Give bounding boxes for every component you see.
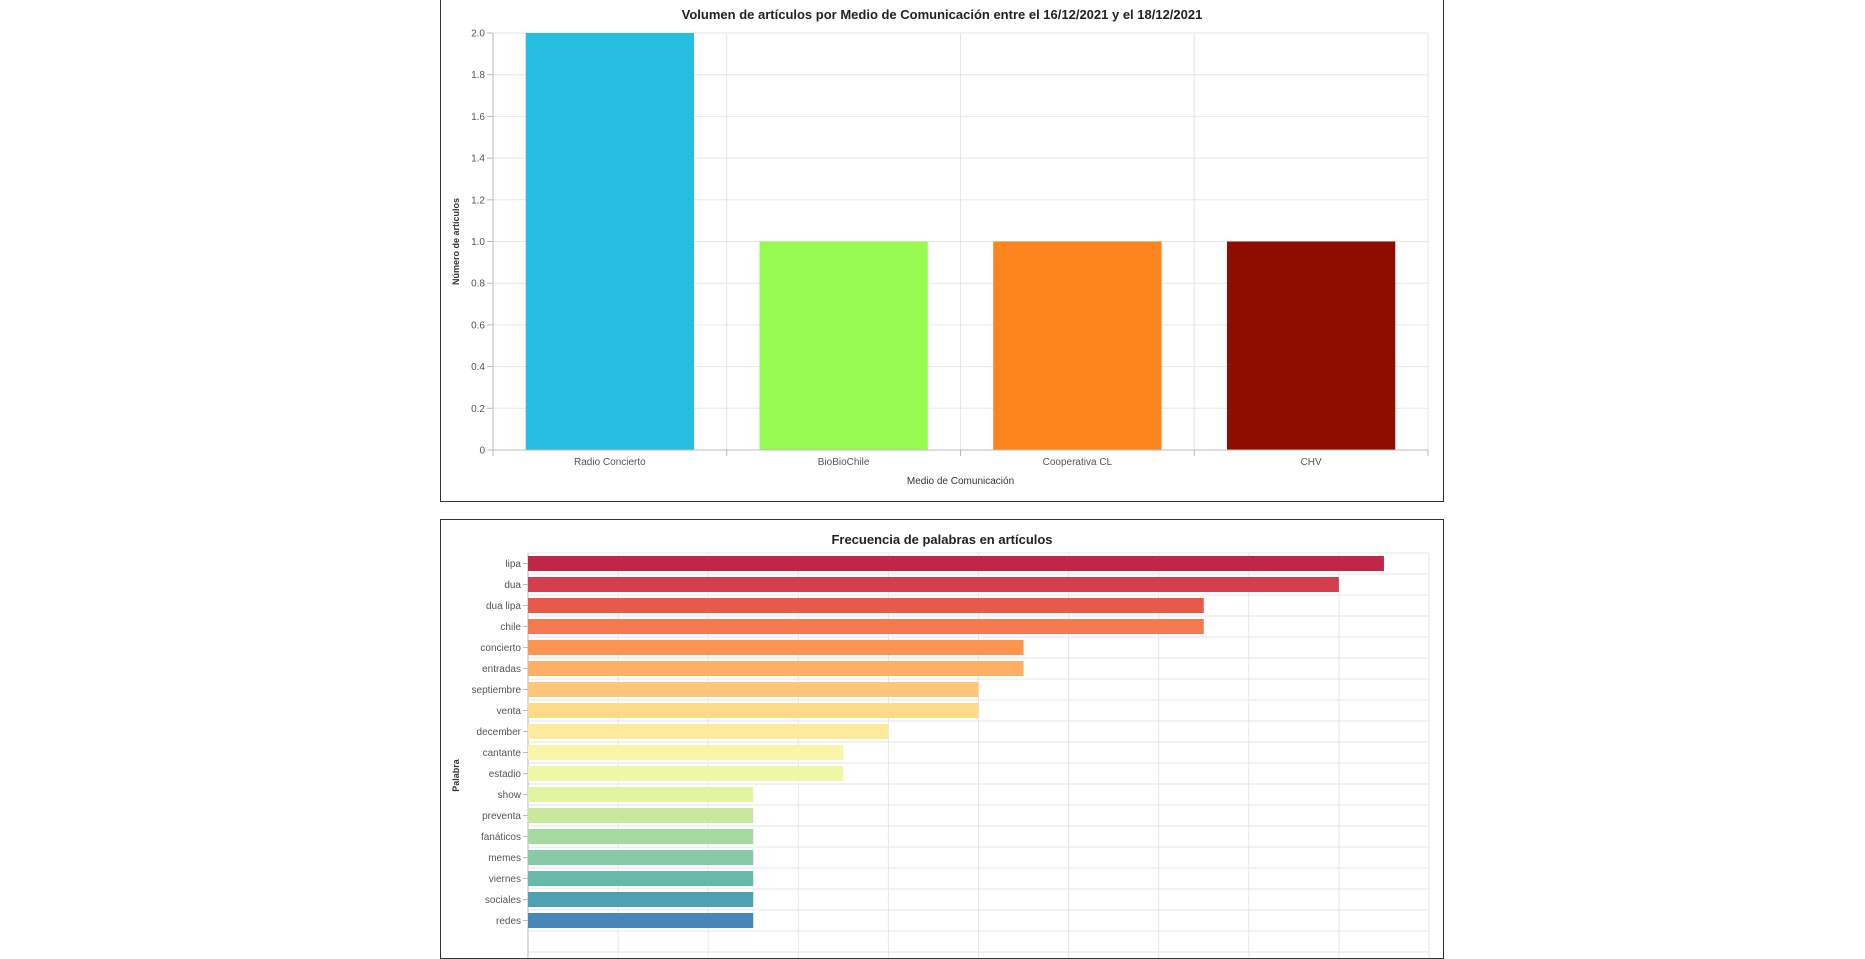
word-bar-estadio [528,766,844,781]
y-tick-label: 1.6 [471,112,485,123]
bar-chv [1226,241,1396,450]
bar-radio-concierto [525,33,695,450]
volume-chart: 0 0.2 0.4 0.6 0.8 1.0 1.2 1.4 1.6 1.8 2.0 Radio Con… [451,29,1429,487]
word-label: lipa [505,559,521,570]
word-bar-venta [528,703,979,718]
x-tick-label: CHV [1301,457,1322,468]
x-tick-label: BioBioChile [818,457,870,468]
y-axis-title: Número de artículos [451,198,461,285]
word-chart-title: Frecuencia de palabras en artículos [831,532,1053,547]
word-bar-septiembre [528,682,979,697]
volume-chart-panel: Volumen de artículos por Medio de Comuni… [440,0,1444,502]
word-bar-preventa [528,808,754,823]
word-bar-chile [528,619,1204,634]
y-tick-label: 0 [479,446,485,457]
y-tick-label: 1.4 [471,154,485,165]
word-bar-fanáticos [528,829,754,844]
word-label: fanáticos [481,832,521,843]
word-bar-december [528,724,889,739]
y-tick-label: 0.2 [471,404,485,415]
word-bar-memes [528,850,754,865]
x-tick-label: Radio Concierto [574,457,646,468]
word-bar-show [528,787,754,802]
word-label: entradas [482,664,521,675]
x-tick-label: Cooperativa CL [1043,457,1113,468]
y-tick-label: 0.8 [471,279,485,290]
y-tick-label: 0.6 [471,320,485,331]
y-tick-label: 1.0 [471,237,485,248]
y-tick-label: 0.4 [471,362,485,373]
x-axis-title: Medio de Comunicación [907,476,1014,487]
word-bar-dua [528,577,1339,592]
word-bar-sociales [528,892,754,907]
word-label: estadio [489,769,522,780]
y-axis-title: Palabra [451,758,461,792]
word-label: cantante [483,748,522,759]
word-label: preventa [482,811,521,822]
word-label: concierto [480,643,521,654]
y-tick-label: 1.8 [471,70,485,81]
y-tick-label: 1.2 [471,195,485,206]
word-label: december [477,727,522,738]
bar-biobiochile [759,241,928,450]
word-label: dua [504,580,521,591]
word-label: chile [500,622,521,633]
word-bar-dua-lipa [528,598,1204,613]
word-frequency-panel: Frecuencia de palabras en artículos lipa… [440,519,1444,959]
word-label: sociales [485,895,521,906]
word-label: septiembre [472,685,522,696]
word-label: show [498,790,522,801]
word-label: memes [488,853,521,864]
y-tick-label: 2.0 [471,29,485,40]
word-bar-lipa [528,556,1384,571]
word-frequency-chart: lipa dua dua lipa chile concierto entradas sep… [451,552,1430,958]
word-bar-concierto [528,640,1024,655]
word-bar-redes [528,913,754,928]
word-bar-viernes [528,871,754,886]
word-label: venta [497,706,522,717]
word-label: redes [496,916,521,927]
word-label: viernes [489,874,521,885]
word-label: dua lipa [486,601,521,612]
bar-cooperativa-cl [993,241,1162,450]
word-bar-entradas [528,661,1024,676]
volume-chart-title: Volumen de artículos por Medio de Comuni… [681,7,1203,22]
word-bar-cantante [528,745,844,760]
